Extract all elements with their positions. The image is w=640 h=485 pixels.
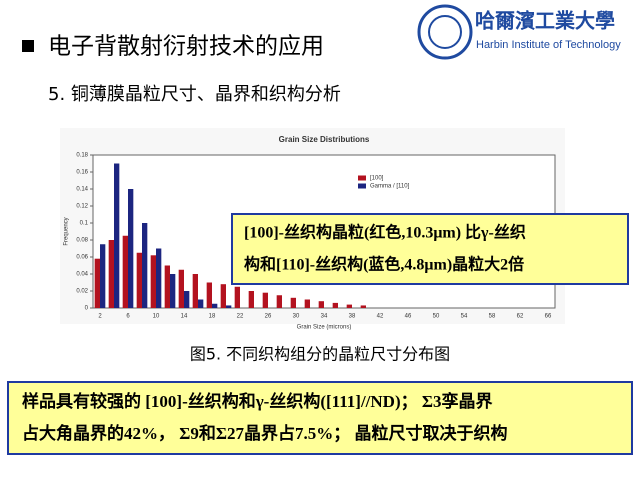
bar [170, 274, 176, 308]
bar [212, 303, 218, 308]
bar [150, 255, 156, 308]
legend-label: [100] [370, 176, 384, 182]
bar [142, 223, 148, 308]
bar [290, 297, 296, 308]
bar [262, 292, 268, 308]
y-tick-label: 0.16 [76, 170, 88, 176]
bar [94, 258, 100, 308]
legend-label: Gamma / [110] [370, 184, 410, 190]
bar [304, 299, 310, 308]
bar [100, 244, 106, 308]
x-axis-label: Grain Size (microns) [297, 325, 352, 331]
y-tick-label: 0.04 [76, 272, 88, 278]
x-tick-label: 54 [461, 314, 468, 320]
summary-line: 样品具有较强的 [100]-丝织构和γ-丝织构([111]//ND)； Σ3孪晶… [22, 391, 492, 411]
x-tick-label: 6 [126, 314, 130, 320]
x-tick-label: 26 [265, 314, 272, 320]
bar [156, 248, 162, 308]
logo-cn: 哈爾濱工業大學 [475, 9, 615, 33]
legend-swatch [358, 175, 366, 181]
bar [206, 282, 212, 308]
slide-title: 电子背散射衍射技术的应用 [48, 34, 324, 60]
y-axis-label: Frequency [64, 217, 70, 245]
logo-en: Harbin Institute of Technology [476, 39, 621, 51]
callout-line: [100]-丝织构晶粒(红色,10.3μm) 比γ-丝织 [244, 223, 526, 242]
callout-line: 构和[110]-丝织构(蓝色,4.8μm)晶粒大2倍 [244, 255, 524, 274]
bar [346, 304, 352, 308]
summary-box [7, 381, 633, 455]
summary-line: 占大角晶界的42%， Σ9和Σ27晶界占7.5%； 晶粒尺寸取决于织构 [22, 423, 507, 443]
chart-title: Grain Size Distributions [279, 135, 370, 144]
x-tick-label: 58 [489, 314, 496, 320]
bar [332, 302, 338, 308]
y-tick-label: 0.18 [76, 153, 88, 159]
bar [108, 240, 114, 308]
x-tick-label: 2 [98, 314, 102, 320]
figure-caption: 图5. 不同织构组分的晶粒尺寸分布图 [190, 345, 450, 364]
y-tick-label: 0.06 [76, 255, 88, 261]
x-tick-label: 34 [321, 314, 328, 320]
section-title: 5. 铜薄膜晶粒尺寸、晶界和织构分析 [48, 84, 341, 105]
bar [360, 305, 366, 308]
x-tick-label: 66 [545, 314, 552, 320]
bar [318, 301, 324, 308]
bar [220, 284, 226, 308]
logo-emblem [417, 4, 473, 60]
x-tick-label: 14 [181, 314, 188, 320]
y-tick-label: 0.14 [76, 187, 88, 193]
y-tick-label: 0.02 [76, 289, 88, 295]
x-tick-label: 10 [153, 314, 160, 320]
bar [234, 286, 240, 308]
bullet [22, 40, 34, 52]
bar [226, 305, 232, 308]
bar [164, 265, 170, 308]
bar [122, 235, 128, 308]
bar [114, 163, 120, 308]
bar [184, 291, 190, 308]
x-tick-label: 46 [405, 314, 412, 320]
bar [192, 274, 198, 308]
bar [276, 295, 282, 308]
logo-emblem-inner [428, 15, 462, 49]
y-tick-label: 0 [85, 306, 89, 312]
x-tick-label: 62 [517, 314, 524, 320]
x-tick-label: 42 [377, 314, 384, 320]
x-tick-label: 22 [237, 314, 244, 320]
bar [128, 189, 134, 308]
y-tick-label: 0.1 [80, 221, 89, 227]
x-tick-label: 50 [433, 314, 440, 320]
y-tick-label: 0.12 [76, 204, 88, 210]
bar [198, 299, 204, 308]
bar [178, 269, 184, 308]
legend-swatch [358, 183, 366, 189]
bar [136, 252, 142, 308]
x-tick-label: 18 [209, 314, 216, 320]
x-tick-label: 30 [293, 314, 300, 320]
x-tick-label: 38 [349, 314, 356, 320]
bar [248, 291, 254, 308]
callout-box [231, 213, 629, 285]
y-tick-label: 0.08 [76, 238, 88, 244]
